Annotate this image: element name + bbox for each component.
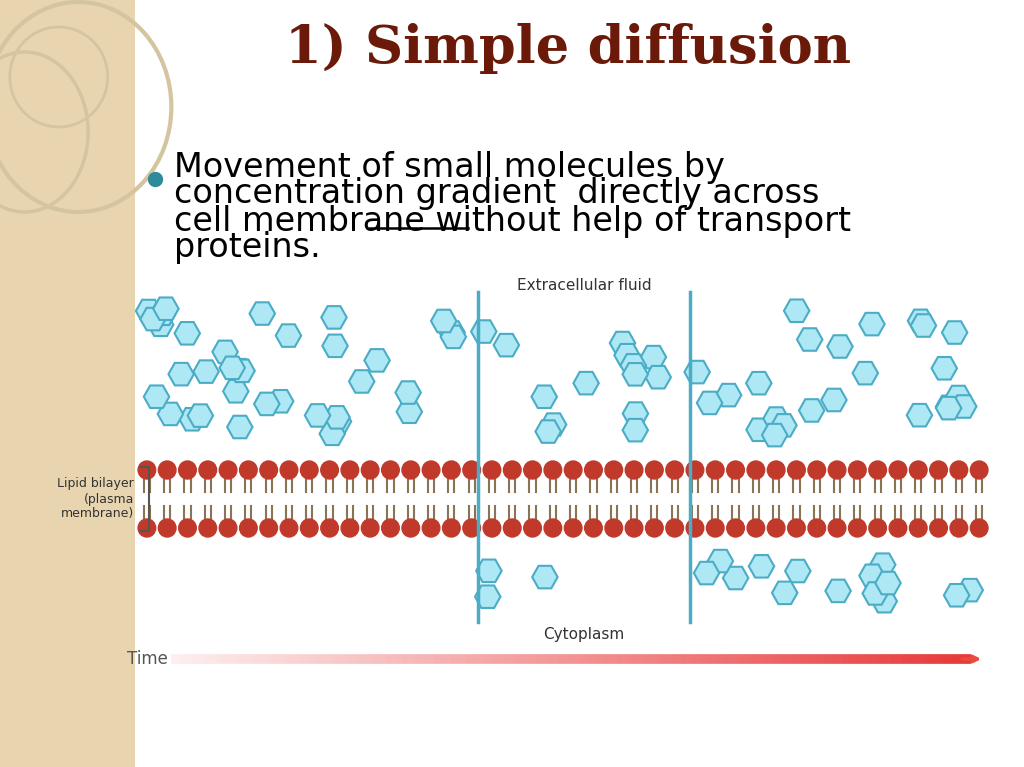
Circle shape [159,519,176,537]
Circle shape [281,461,298,479]
Circle shape [138,519,156,537]
Circle shape [666,461,683,479]
Circle shape [199,461,217,479]
Circle shape [260,461,278,479]
Text: proteins.: proteins. [174,232,322,265]
Circle shape [523,461,542,479]
Text: concentration gradient  directly across: concentration gradient directly across [174,177,819,210]
Circle shape [950,461,968,479]
Circle shape [159,461,176,479]
Circle shape [402,461,420,479]
Circle shape [564,519,582,537]
Circle shape [909,519,927,537]
Circle shape [240,519,257,537]
Circle shape [260,519,278,537]
Circle shape [909,461,927,479]
Circle shape [178,519,197,537]
Circle shape [787,519,805,537]
Circle shape [463,461,480,479]
Circle shape [930,461,947,479]
Circle shape [727,461,744,479]
Circle shape [341,461,358,479]
Circle shape [422,461,440,479]
Circle shape [686,461,703,479]
Circle shape [321,519,338,537]
Circle shape [748,519,765,537]
Circle shape [382,519,399,537]
Circle shape [483,461,501,479]
Circle shape [849,461,866,479]
Circle shape [463,519,480,537]
Circle shape [889,461,907,479]
Circle shape [300,461,318,479]
Circle shape [361,461,379,479]
Circle shape [300,519,318,537]
Circle shape [402,519,420,537]
Circle shape [645,461,664,479]
Circle shape [645,519,664,537]
Circle shape [564,461,582,479]
Circle shape [707,519,724,537]
Circle shape [341,519,358,537]
Circle shape [626,519,643,537]
Circle shape [930,519,947,537]
Text: Time: Time [127,650,168,668]
Circle shape [544,461,562,479]
FancyBboxPatch shape [0,0,135,767]
Circle shape [605,461,623,479]
Circle shape [828,519,846,537]
Circle shape [808,461,825,479]
Circle shape [686,519,703,537]
Circle shape [748,461,765,479]
Circle shape [971,519,988,537]
Circle shape [544,519,562,537]
Circle shape [504,519,521,537]
Circle shape [950,519,968,537]
Circle shape [199,519,217,537]
Circle shape [442,519,460,537]
Text: Movement of small molecules by: Movement of small molecules by [174,150,725,183]
Text: Cytoplasm: Cytoplasm [544,627,625,643]
Text: 1) Simple diffusion: 1) Simple diffusion [285,24,851,74]
Circle shape [321,461,338,479]
Circle shape [727,519,744,537]
Text: Lipid bilayer
(plasma
membrane): Lipid bilayer (plasma membrane) [57,478,134,521]
Circle shape [483,519,501,537]
Circle shape [281,519,298,537]
Text: Extracellular fluid: Extracellular fluid [517,278,651,292]
Circle shape [889,519,907,537]
Circle shape [382,461,399,479]
Circle shape [767,461,785,479]
Circle shape [828,461,846,479]
Circle shape [666,519,683,537]
Circle shape [767,519,785,537]
Circle shape [361,519,379,537]
Circle shape [585,461,602,479]
Circle shape [523,519,542,537]
Circle shape [849,519,866,537]
Circle shape [240,461,257,479]
Circle shape [442,461,460,479]
Circle shape [605,519,623,537]
Circle shape [178,461,197,479]
Circle shape [868,519,887,537]
Circle shape [868,461,887,479]
Circle shape [971,461,988,479]
Circle shape [422,519,440,537]
Circle shape [219,519,237,537]
Circle shape [626,461,643,479]
Circle shape [707,461,724,479]
Text: cell membrane without help of transport: cell membrane without help of transport [174,205,851,238]
Circle shape [219,461,237,479]
Circle shape [585,519,602,537]
Circle shape [787,461,805,479]
Circle shape [138,461,156,479]
Circle shape [504,461,521,479]
Circle shape [808,519,825,537]
